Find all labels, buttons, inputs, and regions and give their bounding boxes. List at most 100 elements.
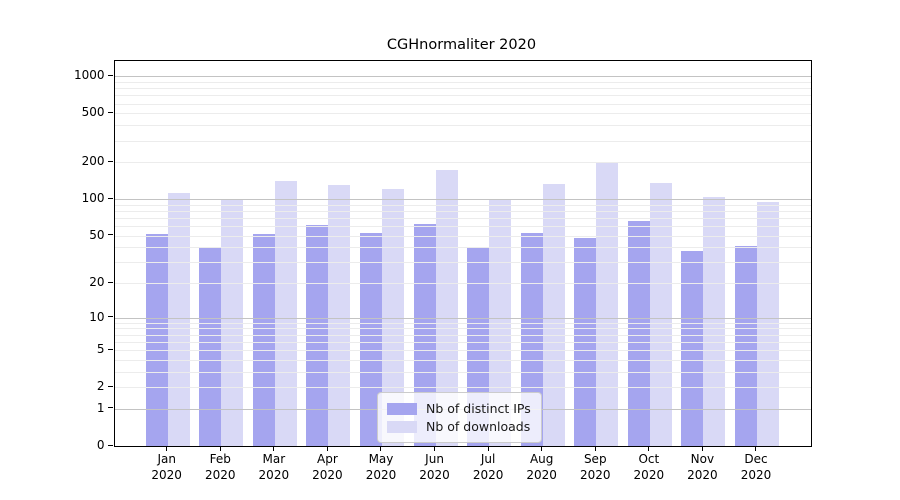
bar-downloads — [381, 188, 404, 446]
x-tick-label: Apr 2020 — [299, 451, 355, 483]
gridline-minor — [114, 341, 811, 343]
y-tick-mark — [108, 348, 113, 350]
bar-downloads — [596, 163, 619, 446]
x-tick-label-year: 2020 — [419, 468, 450, 482]
legend: Nb of distinct IPs Nb of downloads — [377, 392, 542, 443]
bar-downloads — [649, 183, 672, 446]
x-tick-label-year: 2020 — [204, 468, 236, 482]
bar-downloads — [703, 197, 726, 446]
bar-distinct-ips — [252, 233, 275, 446]
x-tick-mark — [541, 446, 543, 451]
x-tick-label-year: 2020 — [579, 468, 611, 482]
x-tick-mark — [434, 446, 436, 451]
y-tick-mark — [108, 160, 113, 162]
x-tick-label-year: 2020 — [365, 468, 397, 482]
x-tick-label-month: Jan — [157, 452, 176, 466]
y-tick-label: 20 — [89, 275, 105, 290]
legend-item: Nb of distinct IPs — [387, 400, 531, 417]
y-tick-mark — [108, 111, 113, 113]
chart-title: CGHnormaliter 2020 — [386, 37, 537, 53]
x-tick-label-year: 2020 — [526, 468, 557, 482]
y-tick-label: 500 — [81, 105, 105, 120]
gridline-minor — [114, 371, 811, 373]
y-tick-label: 100 — [81, 191, 105, 206]
x-tick-label: Jul 2020 — [460, 451, 516, 483]
x-tick-mark — [380, 446, 382, 451]
x-tick-label-month: May — [368, 452, 394, 466]
gridline-minor — [114, 334, 811, 336]
x-tick-label: Dec 2020 — [728, 451, 784, 483]
legend-swatch — [387, 402, 417, 415]
x-tick-label-year: 2020 — [633, 468, 665, 482]
gridline-minor — [114, 217, 811, 219]
legend-label: Nb of distinct IPs — [426, 401, 531, 416]
y-tick-mark — [108, 316, 113, 318]
bar-distinct-ips — [681, 251, 704, 446]
x-tick-label: Jan 2020 — [139, 451, 195, 483]
legend-label: Nb of downloads — [426, 419, 531, 434]
x-tick-label-year: 2020 — [151, 468, 182, 482]
y-tick-label: 5 — [96, 342, 105, 357]
gridline-minor — [114, 210, 811, 212]
bar-downloads — [542, 183, 565, 446]
x-tick-label-month: Dec — [744, 452, 768, 466]
bar-distinct-ips — [574, 237, 597, 446]
gridline-minor — [114, 140, 811, 142]
bar-downloads — [167, 192, 190, 446]
y-tick-label: 2 — [96, 379, 105, 394]
gridline-minor — [114, 350, 811, 352]
gridline-minor — [114, 283, 811, 285]
bar-distinct-ips — [627, 221, 650, 446]
x-tick-label-month: Mar — [262, 452, 286, 466]
x-tick-label: May 2020 — [353, 451, 409, 483]
gridline-major — [114, 317, 811, 319]
x-tick-mark — [648, 446, 650, 451]
x-tick-label-year: 2020 — [312, 468, 343, 482]
bar-distinct-ips — [145, 233, 168, 446]
x-tick-mark — [219, 446, 221, 451]
x-tick-label: Mar 2020 — [246, 451, 302, 483]
gridline-minor — [114, 235, 811, 237]
gridline-major — [114, 76, 811, 78]
x-tick-mark — [166, 446, 168, 451]
y-tick-label: 1000 — [73, 68, 105, 83]
gridline-minor — [114, 262, 811, 264]
x-tick-label-month: Oct — [638, 452, 660, 466]
y-tick-label: 0 — [96, 438, 105, 452]
x-tick-mark — [701, 446, 703, 451]
x-tick-label-month: Sep — [583, 452, 607, 466]
x-tick-label: Aug 2020 — [514, 451, 570, 483]
gridline-minor — [114, 359, 811, 361]
x-tick-label-month: Aug — [529, 452, 554, 466]
bar-downloads — [435, 170, 458, 446]
gridline-minor — [114, 204, 811, 206]
x-tick-label: Oct 2020 — [621, 451, 677, 483]
plot-area — [113, 60, 812, 447]
bar-downloads — [274, 180, 297, 446]
gridline-minor — [114, 113, 811, 115]
bar-distinct-ips — [199, 247, 222, 446]
bar-downloads — [328, 184, 351, 446]
x-tick-label-month: Jul — [480, 452, 496, 466]
y-tick-mark — [108, 407, 113, 409]
gridline-minor — [114, 322, 811, 324]
y-tick-label: 200 — [81, 154, 105, 169]
x-tick-label-month: Jun — [425, 452, 444, 466]
gridline-minor — [114, 162, 811, 164]
gridline-minor — [114, 387, 811, 389]
x-tick-label-year: 2020 — [687, 468, 718, 482]
gridline-minor — [114, 82, 811, 83]
x-tick-label: Feb 2020 — [192, 451, 248, 483]
gridline-minor — [114, 125, 811, 127]
bar-downloads — [221, 198, 244, 446]
y-tick-label: 1 — [96, 400, 105, 415]
x-tick-label-year: 2020 — [472, 468, 504, 482]
x-tick-label-year: 2020 — [258, 468, 290, 482]
bar-distinct-ips — [359, 232, 382, 446]
x-tick-mark — [273, 446, 275, 451]
x-tick-mark — [487, 446, 489, 451]
x-tick-mark — [326, 446, 328, 451]
x-tick-mark — [594, 446, 596, 451]
legend-swatch — [387, 420, 417, 433]
